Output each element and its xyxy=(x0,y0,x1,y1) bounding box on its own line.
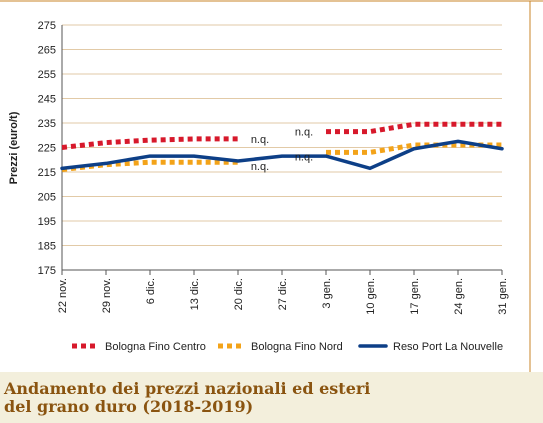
x-tick-label: 22 nov. xyxy=(57,278,69,313)
y-tick-label: 255 xyxy=(38,69,56,81)
y-tick-label: 215 xyxy=(38,167,56,179)
series-line-3 xyxy=(60,139,504,171)
y-tick-label: 235 xyxy=(38,118,56,130)
not-quoted-label: n.q. xyxy=(251,134,269,146)
annotations: n.q. n.q. n.q. n.q. xyxy=(251,127,313,174)
x-tick-label: 10 gen. xyxy=(365,278,377,315)
axes: 175 185 195 205 215 225 235 245 255 265 275 22 nov.… xyxy=(38,20,509,315)
legend-label-2: Bologna Fino Nord xyxy=(251,341,343,353)
x-tick-label: 6 dic. xyxy=(145,278,157,304)
caption-band xyxy=(0,372,543,423)
legend-label-1: Bologna Fino Centro xyxy=(105,341,206,353)
y-tick-label: 175 xyxy=(38,265,56,277)
x-tick-label: 31 gen. xyxy=(497,278,509,315)
x-tick-label: 29 nov. xyxy=(101,278,113,313)
series-line-1 xyxy=(61,136,238,150)
series-lines xyxy=(60,121,504,173)
not-quoted-label: n.q. xyxy=(295,127,313,139)
y-tick-label: 205 xyxy=(38,192,56,204)
series-line-1 xyxy=(326,121,502,135)
caption-line-2: del grano duro (2018-2019) xyxy=(4,397,254,416)
x-tick-label: 24 gen. xyxy=(453,278,465,315)
caption-line-1: Andamento dei prezzi nazionali ed esteri xyxy=(4,379,371,398)
x-tick-label: 13 dic. xyxy=(189,278,201,310)
legend: Bologna Fino Centro Bologna Fino Nord Reso… xyxy=(72,341,503,353)
y-tick-label: 265 xyxy=(38,45,56,57)
y-tick-label: 225 xyxy=(38,143,56,155)
y-tick-label: 245 xyxy=(38,94,56,106)
legend-label-3: Reso Port La Nouvelle xyxy=(393,341,503,353)
y-tick-label: 185 xyxy=(38,241,56,253)
x-tick-label: 3 gen. xyxy=(321,278,333,309)
y-tick-label: 195 xyxy=(38,216,56,228)
x-tick-label: 27 dic. xyxy=(277,278,289,310)
y-tick-label: 275 xyxy=(38,20,56,32)
not-quoted-label: n.q. xyxy=(251,161,269,173)
not-quoted-label: n.q. xyxy=(295,151,313,163)
chart-caption: Andamento dei prezzi nazionali ed esteri… xyxy=(4,380,534,416)
x-tick-label: 17 gen. xyxy=(409,278,421,315)
x-tick-label: 20 dic. xyxy=(233,278,245,310)
y-axis-label: Prezzi (euro/t) xyxy=(8,111,20,184)
line-chart: 175 185 195 205 215 225 235 245 255 265 275 22 nov.… xyxy=(0,0,543,372)
